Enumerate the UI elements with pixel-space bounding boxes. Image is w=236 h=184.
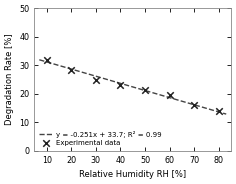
X-axis label: Relative Humidity RH [%]: Relative Humidity RH [%]: [79, 170, 186, 179]
Experimental data: [94, 78, 98, 81]
Experimental data: [118, 84, 122, 87]
Experimental data: [45, 58, 49, 61]
Experimental data: [192, 104, 196, 107]
Experimental data: [143, 88, 147, 91]
Legend: y = -0.251x + 33.7; R² = 0.99, Experimental data: y = -0.251x + 33.7; R² = 0.99, Experimen…: [38, 129, 163, 147]
Experimental data: [168, 94, 172, 97]
Experimental data: [69, 68, 73, 71]
Experimental data: [217, 110, 221, 113]
Y-axis label: Degradation Rate [%]: Degradation Rate [%]: [5, 34, 14, 125]
